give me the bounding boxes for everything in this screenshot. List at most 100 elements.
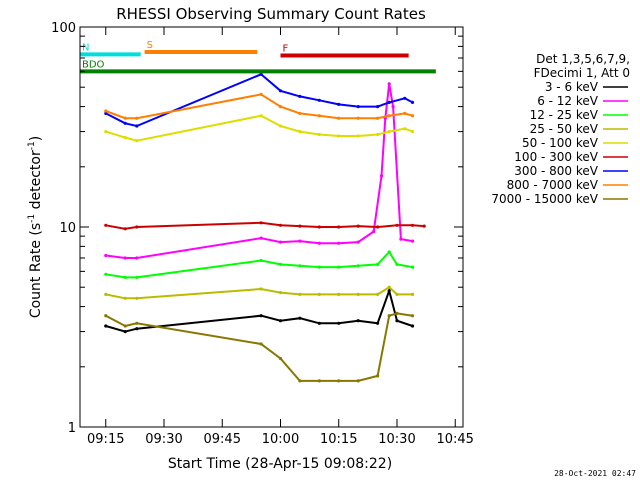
series-800-7000-kev	[104, 92, 415, 120]
series-point-300-800-kev	[317, 98, 321, 102]
series-point-12-25-kev	[278, 262, 283, 266]
series-point-7000-15000-kev	[410, 314, 415, 318]
series-point-300-800-kev	[356, 105, 360, 109]
series-12-25-kev	[104, 250, 415, 279]
series-point-6-12-kev	[410, 239, 415, 243]
series-point-300-800-kev	[376, 105, 380, 109]
series-point-50-100-kev	[356, 134, 360, 138]
series-point-25-50-kev	[387, 285, 391, 289]
series-point-50-100-kev	[135, 139, 139, 143]
flag-label-n: N	[82, 42, 89, 53]
series-point-3-6-kev	[395, 319, 399, 323]
y-axis-label-main: Count Rate (s	[28, 223, 44, 318]
x-tick-label: 10:00	[262, 432, 299, 447]
series-point-6-12-kev	[135, 256, 139, 260]
axis-layer: 09:15 09:30 09:45 10:00 10:15 10:30 10:45 1 10 10…	[51, 21, 474, 447]
series-point-800-7000-kev	[123, 116, 127, 120]
series-point-300-800-kev	[298, 94, 302, 98]
x-tick-label: 10:15	[320, 432, 357, 447]
series-point-12-25-kev	[298, 264, 302, 268]
series-point-800-7000-kev	[298, 111, 302, 115]
series-point-25-50-kev	[356, 292, 360, 296]
legend-label-50-100-kev: 50 - 100 keV	[522, 136, 599, 150]
series-point-800-7000-kev	[135, 116, 139, 120]
series-point-300-800-kev	[104, 111, 108, 115]
series-point-7000-15000-kev	[278, 356, 283, 361]
series-point-50-100-kev	[298, 130, 302, 134]
series-point-25-50-kev	[410, 292, 415, 296]
series-point-6-12-kev	[391, 105, 395, 109]
series-point-800-7000-kev	[337, 116, 341, 120]
flag-label-s: S	[147, 40, 153, 51]
y-tick-label: 1	[68, 421, 76, 436]
series-point-50-100-kev	[278, 124, 283, 128]
legend: Det 1,3,5,6,7,9, FDecimi 1, Att 0 3 - 6 …	[491, 52, 630, 206]
x-tick-label: 09:45	[204, 432, 241, 447]
series-point-12-25-kev	[135, 275, 139, 279]
series-point-7000-15000-kev	[123, 324, 127, 328]
series-point-300-800-kev	[403, 96, 407, 100]
series-25-50-kev	[104, 285, 415, 300]
series-point-800-7000-kev	[104, 109, 108, 113]
series-point-800-7000-kev	[376, 116, 380, 120]
series-point-7000-15000-kev	[104, 314, 108, 318]
series-point-7000-15000-kev	[387, 314, 391, 318]
series-point-7000-15000-kev	[317, 379, 321, 383]
series-point-12-25-kev	[259, 258, 263, 263]
x-tick-label: 10:30	[378, 432, 415, 447]
legend-header-line2: FDecimi 1, Att 0	[534, 66, 630, 80]
series-point-6-12-kev	[317, 241, 321, 245]
y-tick-label: 100	[51, 21, 76, 36]
series-point-25-50-kev	[298, 292, 302, 296]
y-tick-label: 10	[59, 221, 76, 236]
series-point-3-6-kev	[259, 314, 263, 318]
series-300-800-kev	[104, 72, 415, 128]
series-point-800-7000-kev	[410, 114, 415, 118]
series-point-3-6-kev	[104, 324, 108, 328]
series-point-12-25-kev	[317, 265, 321, 269]
series-point-800-7000-kev	[403, 111, 407, 115]
series-point-100-300-kev	[123, 227, 127, 231]
series-point-100-300-kev	[135, 225, 139, 229]
series-point-6-12-kev	[278, 240, 283, 244]
series-3-6-kev	[104, 287, 415, 334]
legend-label-7000-15000-kev: 7000 - 15000 keV	[491, 192, 598, 206]
series-point-800-7000-kev	[387, 114, 391, 118]
series-point-50-100-kev	[123, 136, 127, 140]
series-point-100-300-kev	[298, 224, 302, 228]
series-100-300-kev	[104, 221, 426, 231]
series-point-100-300-kev	[356, 224, 360, 228]
series-point-25-50-kev	[104, 292, 108, 296]
series-point-25-50-kev	[337, 292, 341, 296]
legend-label-12-25-kev: 12 - 25 keV	[530, 108, 599, 122]
series-point-6-12-kev	[337, 241, 341, 245]
x-axis-label: Start Time (28-Apr-15 09:08:22)	[168, 456, 392, 472]
series-point-12-25-kev	[356, 264, 360, 268]
x-tick-label: 09:30	[145, 432, 182, 447]
series-point-6-12-kev	[372, 229, 376, 234]
series-point-3-6-kev	[337, 321, 341, 325]
series-point-100-300-kev	[337, 225, 341, 229]
series-point-3-6-kev	[317, 321, 321, 325]
legend-label-800-7000-kev: 800 - 7000 keV	[507, 178, 599, 192]
series-point-7000-15000-kev	[337, 379, 341, 383]
series-point-25-50-kev	[376, 292, 380, 296]
series-point-100-300-kev	[104, 223, 108, 227]
series-point-100-300-kev	[278, 223, 283, 227]
series-point-3-6-kev	[123, 330, 127, 334]
series-point-25-50-kev	[123, 296, 127, 300]
footer-timestamp: 28-Oct-2021 02:47	[554, 469, 636, 478]
series-point-12-25-kev	[410, 265, 415, 269]
series-point-300-800-kev	[410, 100, 415, 104]
series-point-12-25-kev	[104, 272, 108, 276]
y-axis-label-end: )	[28, 136, 44, 141]
flag-label-f: F	[282, 44, 288, 55]
series-6-12-kev	[104, 82, 415, 260]
series-point-3-6-kev	[410, 324, 415, 328]
series-point-50-100-kev	[259, 114, 263, 118]
series-point-300-800-kev	[387, 100, 391, 104]
series-point-7000-15000-kev	[259, 342, 263, 346]
series-point-6-12-kev	[356, 240, 360, 244]
series-point-50-100-kev	[317, 132, 321, 137]
